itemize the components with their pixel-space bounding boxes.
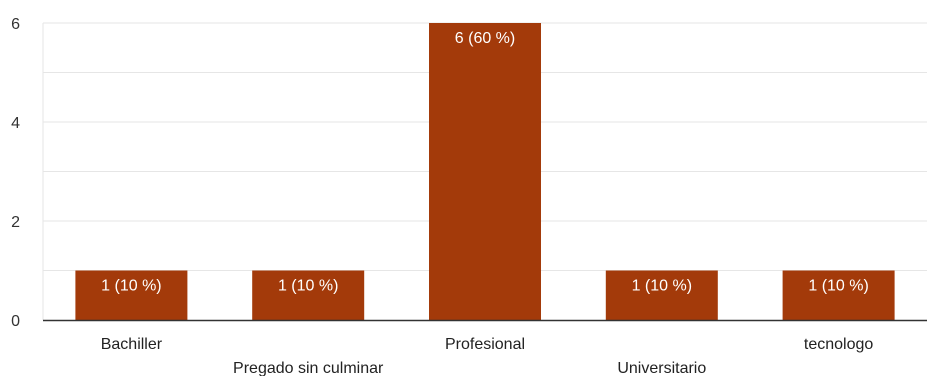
bar-data-label: 1 (10 %)	[808, 278, 868, 295]
y-tick-label: 6	[11, 16, 20, 33]
bar	[252, 270, 365, 320]
x-category-label: Universitario	[617, 360, 706, 376]
x-category-label: Pregado sin culminar	[233, 360, 384, 376]
bar-data-label: 1 (10 %)	[101, 278, 161, 295]
bar-data-label: 6 (60 %)	[455, 30, 515, 47]
y-tick-label: 0	[11, 313, 20, 330]
bar-data-label: 1 (10 %)	[278, 278, 338, 295]
data-labels: 1 (10 %) 1 (10 %) 6 (60 %) 1 (10 %) 1 (10 %)	[101, 30, 869, 295]
bar-data-label: 1 (10 %)	[632, 278, 692, 295]
y-tick-label: 4	[11, 115, 20, 132]
bar	[605, 270, 718, 320]
bars	[75, 23, 895, 320]
x-category-label: tecnologo	[804, 336, 873, 353]
y-axis-tick-labels: 0 2 4 6	[11, 16, 20, 330]
bar	[782, 270, 895, 320]
y-tick-label: 2	[11, 214, 20, 231]
x-axis-category-labels: Bachiller Pregado sin culminar Profesional…	[101, 336, 874, 376]
x-category-label: Bachiller	[101, 336, 163, 353]
bar	[429, 23, 541, 320]
bar	[75, 270, 188, 320]
x-category-label: Profesional	[445, 336, 525, 353]
